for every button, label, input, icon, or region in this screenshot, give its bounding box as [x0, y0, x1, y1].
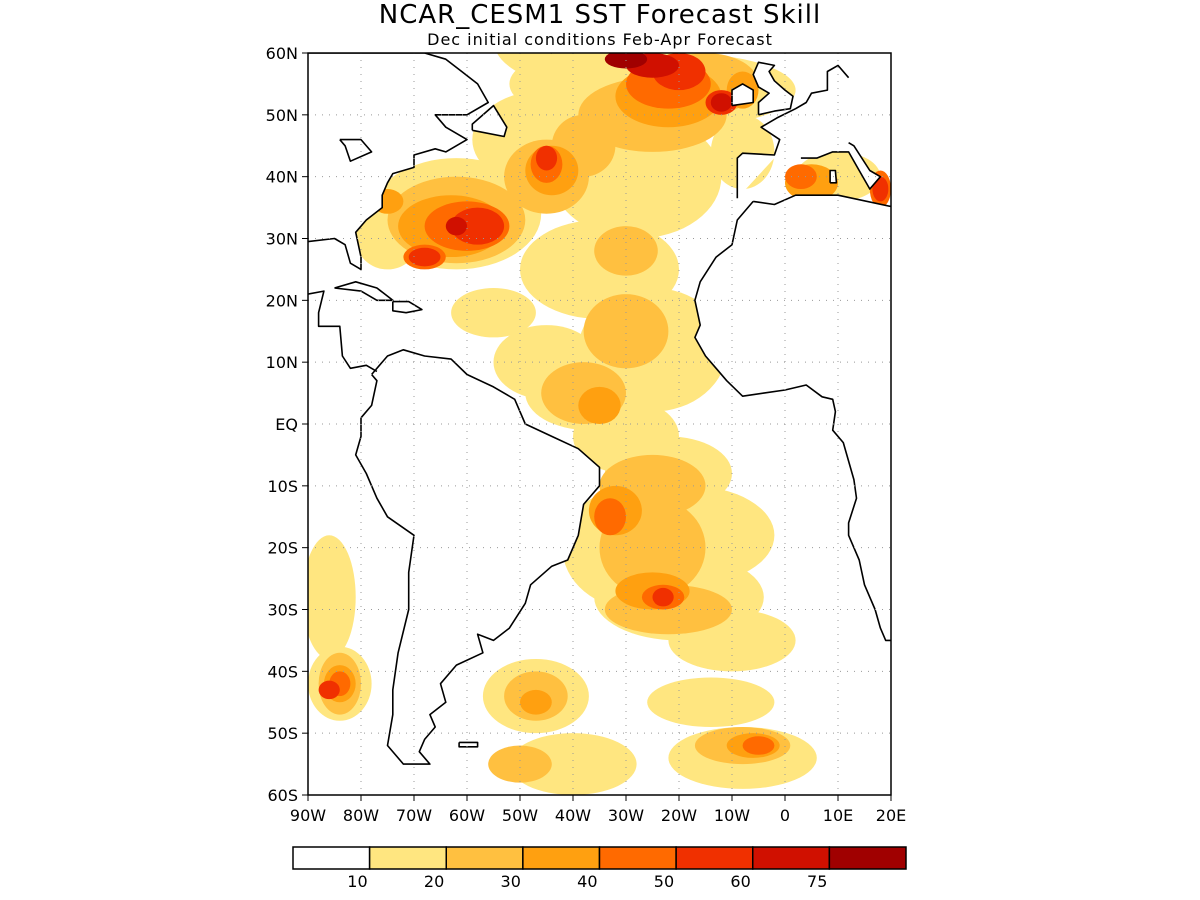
skill-contour: [742, 736, 775, 755]
lat-label: 40S: [267, 662, 298, 681]
skill-contour: [535, 145, 558, 171]
page-title: NCAR_CESM1 SST Forecast Skill: [378, 0, 822, 30]
lat-label: 60N: [266, 44, 298, 63]
lon-label: 70W: [396, 806, 432, 825]
skill-contour: [509, 733, 637, 795]
colorbar-label: 10: [347, 872, 367, 891]
colorbar-segment: [292, 846, 371, 870]
colorbar-label: 75: [807, 872, 827, 891]
page-subtitle: Dec initial conditions Feb-Apr Forecast: [427, 30, 773, 49]
skill-contour: [872, 176, 889, 202]
colorbar-segment: [598, 846, 677, 870]
lon-label: 50W: [502, 806, 538, 825]
skill-contour: [594, 226, 658, 276]
coastline: [694, 194, 891, 642]
coastline: [731, 83, 754, 107]
lon-label: 40W: [555, 806, 591, 825]
colorbar-segment: [522, 846, 601, 870]
lat-label: 30N: [266, 230, 298, 249]
skill-contour: [647, 677, 775, 727]
colorbar-segment: [752, 846, 831, 870]
lat-label: 20S: [267, 539, 298, 558]
lat-label: 50N: [266, 106, 298, 125]
graticule: [308, 53, 891, 795]
coastline: [392, 300, 423, 314]
coastline: [800, 142, 882, 190]
coastline: [458, 741, 479, 748]
lon-label: 20E: [876, 806, 906, 825]
coastline: [334, 281, 394, 302]
skill-contour: [583, 294, 669, 369]
coastline: [339, 138, 373, 162]
coastlines: [308, 16, 891, 765]
colorbar-segment: [828, 846, 907, 870]
lat-label: EQ: [275, 415, 298, 434]
skill-contour: [520, 689, 552, 715]
skill-contour: [578, 386, 621, 425]
colorbar-segment: [675, 846, 754, 870]
lat-label: 60S: [267, 786, 298, 805]
skill-contour: [451, 287, 536, 338]
skill-contour: [488, 745, 552, 783]
colorbar: 10 20 30 40 50 60 75: [292, 846, 907, 891]
lat-label: 30S: [267, 601, 298, 620]
skill-contour: [785, 164, 817, 190]
lat-label: 10N: [266, 353, 298, 372]
lat-label: 10S: [267, 477, 298, 496]
lon-tick-labels: 90W 80W 70W 60W 50W 40W 30W 20W 10W 0 10E 20E: [290, 795, 906, 825]
skill-contour: [318, 680, 340, 700]
lat-label: 20N: [266, 291, 298, 310]
lat-label: 50S: [267, 724, 298, 743]
skill-field: [308, 53, 891, 795]
skill-contour: [408, 247, 441, 267]
skill-contour: [594, 498, 626, 536]
lat-label: 40N: [266, 168, 298, 187]
colorbar-label: 60: [730, 872, 750, 891]
coastline: [308, 53, 489, 271]
lon-label: 0: [780, 806, 790, 825]
colorbar-label: 20: [424, 872, 444, 891]
coastline: [752, 61, 794, 116]
lon-label: 10E: [823, 806, 853, 825]
lon-label: 10W: [714, 806, 750, 825]
lon-label: 20W: [661, 806, 697, 825]
skill-contour: [710, 93, 733, 112]
colorbar-label: 30: [501, 872, 521, 891]
colorbar-segment: [368, 846, 447, 870]
colorbar-segment: [445, 846, 524, 870]
lon-label: 60W: [449, 806, 485, 825]
skill-contour: [445, 216, 467, 236]
lon-label: 90W: [290, 806, 326, 825]
coastline: [308, 290, 378, 373]
coastline: [354, 349, 601, 765]
coastline: [471, 104, 508, 138]
lat-tick-labels: 60N 50N 40N 30N 20N 10N EQ 10S 20S 30S 40S 50S 60S: [266, 44, 308, 805]
coastline: [658, 16, 711, 33]
skill-contour: [652, 587, 674, 607]
coastline: [548, 53, 553, 54]
skill-contour: [308, 535, 356, 659]
coastline: [736, 64, 850, 199]
colorbar-label: 50: [654, 872, 674, 891]
colorbar-label: 40: [577, 872, 597, 891]
lon-label: 30W: [608, 806, 644, 825]
lon-label: 80W: [343, 806, 379, 825]
skill-contour: [451, 207, 505, 245]
